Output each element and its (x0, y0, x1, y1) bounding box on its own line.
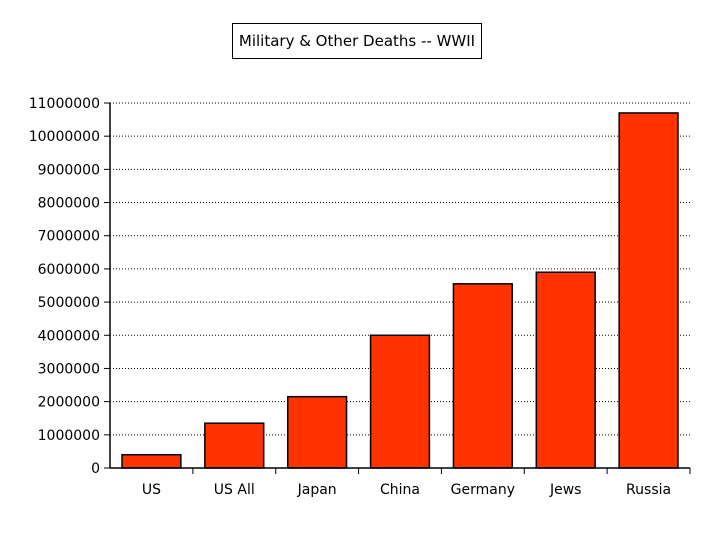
chart-title: Military & Other Deaths -- WWII (232, 23, 482, 59)
y-tick-label: 11000000 (29, 96, 100, 112)
bar-us (121, 453, 182, 469)
x-tick-label: Russia (626, 482, 671, 498)
axes (104, 102, 691, 474)
y-tick-label: 7000000 (38, 229, 100, 245)
bar-germany (452, 283, 514, 469)
y-tick-label: 3000000 (38, 361, 100, 377)
y-tick-label: 2000000 (38, 395, 100, 411)
x-tick-label: US (142, 482, 161, 498)
y-tick-label: 10000000 (29, 129, 100, 145)
x-tick-label: Jews (549, 482, 582, 498)
x-tick-label: Germany (451, 482, 515, 498)
x-tick-label: Japan (297, 482, 337, 498)
y-tick-label: 5000000 (38, 295, 100, 311)
y-tick-label: 4000000 (38, 328, 100, 344)
bar-russia (618, 112, 679, 469)
bars (121, 112, 679, 469)
bar-jews (535, 271, 596, 469)
y-tick-label: 6000000 (38, 262, 100, 278)
y-tick-label: 8000000 (38, 196, 100, 212)
y-tick-label: 0 (91, 461, 100, 477)
x-tick-labels: US US All Japan China Germany Jews Russia (142, 482, 671, 498)
y-tick-label: 9000000 (38, 162, 100, 178)
y-tick-labels: 0 1000000 2000000 3000000 4000000 5000000 6000… (29, 96, 100, 477)
bar-us-all (204, 422, 265, 469)
bar-china (369, 334, 431, 469)
bar-japan (286, 395, 348, 469)
x-tick-label: US All (214, 482, 255, 498)
x-tick-label: China (380, 482, 420, 498)
y-tick-label: 1000000 (38, 428, 100, 444)
